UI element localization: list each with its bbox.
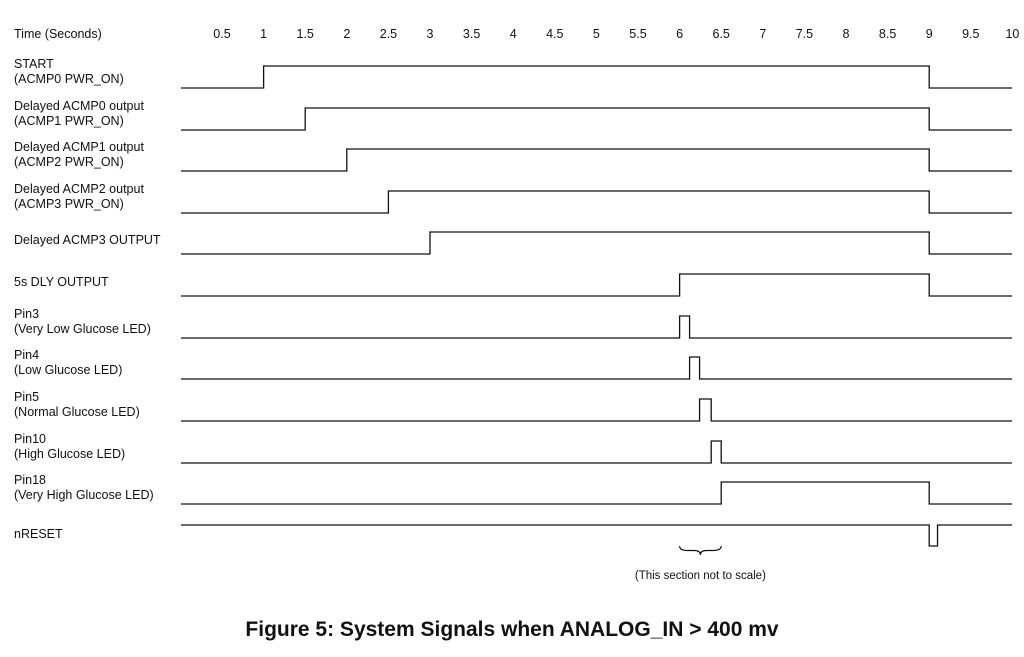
tick-label: 9.5 xyxy=(962,27,979,41)
tick-label: 1 xyxy=(260,27,267,41)
tick-label: 6.5 xyxy=(713,27,730,41)
signal-label: Pin18 xyxy=(14,473,46,487)
signal-label: START xyxy=(14,57,54,71)
signal-row: Delayed ACMP3 OUTPUT xyxy=(14,231,1012,255)
annotation-text: (This section not to scale) xyxy=(635,570,766,582)
signal-label: Pin3 xyxy=(14,307,39,321)
time-axis-header: Time (Seconds) 0.5 1 1.5 2 2.5 3 3.5 4 4.5 5 5.5 6 6… xyxy=(14,27,1019,41)
signal-label: Delayed ACMP0 output xyxy=(14,99,144,113)
waveform xyxy=(181,481,1012,505)
signal-row: Pin4(Low Glucose LED) xyxy=(14,348,1012,380)
signal-label: (High Glucose LED) xyxy=(14,447,125,461)
tick-label: 7.5 xyxy=(796,27,813,41)
signal-row: Pin10(High Glucose LED) xyxy=(14,432,1012,464)
tick-label: 3 xyxy=(427,27,434,41)
tick-label: 6 xyxy=(676,27,683,41)
curly-brace-icon xyxy=(679,545,722,556)
waveform xyxy=(181,65,1012,89)
tick-label: 2 xyxy=(343,27,350,41)
waveform xyxy=(181,440,1012,464)
tick-label: 10 xyxy=(1005,27,1019,41)
signal-label: (ACMP3 PWR_ON) xyxy=(14,197,124,211)
signal-row: Pin5(Normal Glucose LED) xyxy=(14,390,1012,422)
signal-row: Delayed ACMP2 output(ACMP3 PWR_ON) xyxy=(14,182,1012,214)
waveform xyxy=(181,273,1012,297)
signal-label: Delayed ACMP2 output xyxy=(14,182,144,196)
signal-label: (Normal Glucose LED) xyxy=(14,405,140,419)
signal-row: START(ACMP0 PWR_ON) xyxy=(14,57,1012,89)
signal-label: Pin4 xyxy=(14,348,39,362)
time-axis-label: Time (Seconds) xyxy=(14,27,102,41)
signal-label: (Low Glucose LED) xyxy=(14,363,122,377)
signal-row: nRESET xyxy=(14,524,1012,547)
tick-label: 4 xyxy=(510,27,517,41)
signal-label: 5s DLY OUTPUT xyxy=(14,275,109,289)
waveform xyxy=(181,107,1012,131)
not-to-scale-annotation: (This section not to scale) xyxy=(635,545,766,582)
signal-row: Pin3(Very Low Glucose LED) xyxy=(14,307,1012,339)
tick-label: 5 xyxy=(593,27,600,41)
tick-label: 3.5 xyxy=(463,27,480,41)
signal-label: Pin5 xyxy=(14,390,39,404)
tick-label: 8 xyxy=(843,27,850,41)
tick-label: 2.5 xyxy=(380,27,397,41)
tick-label: 9 xyxy=(926,27,933,41)
signal-label: nRESET xyxy=(14,527,63,541)
signal-label: (ACMP2 PWR_ON) xyxy=(14,155,124,169)
tick-label: 8.5 xyxy=(879,27,896,41)
signal-rows: START(ACMP0 PWR_ON)Delayed ACMP0 output(… xyxy=(14,57,1012,547)
signal-label: Delayed ACMP1 output xyxy=(14,140,144,154)
signal-label: (Very Low Glucose LED) xyxy=(14,322,151,336)
time-tick-labels: 0.5 1 1.5 2 2.5 3 3.5 4 4.5 5 5.5 6 6.5 7 7.5 8 8.5 9 9.5 1… xyxy=(213,27,1019,41)
figure-caption: Figure 5: System Signals when ANALOG_IN … xyxy=(245,618,779,641)
signal-label: (ACMP0 PWR_ON) xyxy=(14,72,124,86)
signal-row: Delayed ACMP1 output(ACMP2 PWR_ON) xyxy=(14,140,1012,172)
tick-label: 5.5 xyxy=(629,27,646,41)
signal-label: (ACMP1 PWR_ON) xyxy=(14,114,124,128)
tick-label: 4.5 xyxy=(546,27,563,41)
waveform xyxy=(181,524,1012,547)
signal-row: Delayed ACMP0 output(ACMP1 PWR_ON) xyxy=(14,99,1012,131)
waveform xyxy=(181,231,1012,255)
signal-label: Pin10 xyxy=(14,432,46,446)
waveform xyxy=(181,356,1012,380)
waveform xyxy=(181,190,1012,214)
waveform xyxy=(181,315,1012,339)
timing-diagram: Time (Seconds) 0.5 1 1.5 2 2.5 3 3.5 4 4.5 5 5.5 6 6… xyxy=(14,27,1019,582)
waveform xyxy=(181,398,1012,422)
signal-label: Delayed ACMP3 OUTPUT xyxy=(14,233,161,247)
waveform xyxy=(181,148,1012,172)
signal-label: (Very High Glucose LED) xyxy=(14,488,154,502)
signal-row: Pin18(Very High Glucose LED) xyxy=(14,473,1012,505)
tick-label: 0.5 xyxy=(213,27,230,41)
tick-label: 7 xyxy=(759,27,766,41)
tick-label: 1.5 xyxy=(297,27,314,41)
signal-row: 5s DLY OUTPUT xyxy=(14,273,1012,297)
